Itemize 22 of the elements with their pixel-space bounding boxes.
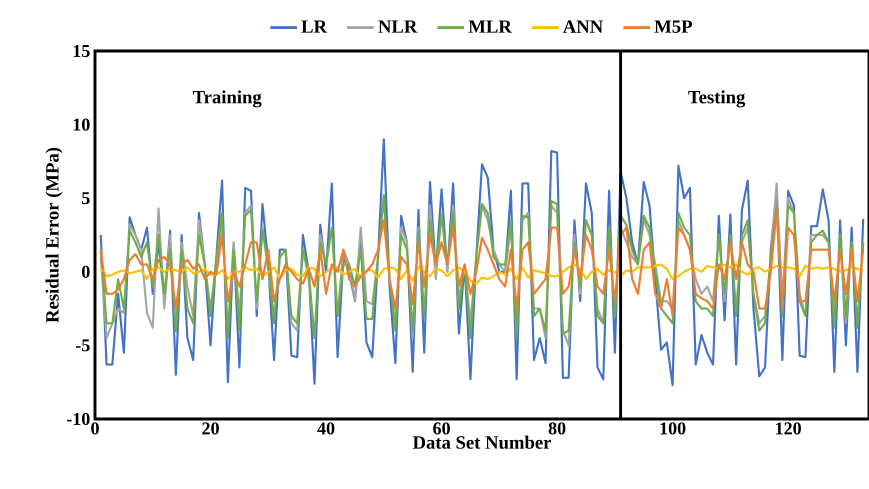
x-tick-label: 40 (317, 422, 334, 434)
x-tick-label: 80 (548, 422, 566, 434)
x-tick-label: 0 (91, 422, 99, 434)
legend-label: ANN (562, 20, 603, 33)
y-tick-label: 0 (82, 266, 90, 278)
y-tick-label: -10 (66, 412, 90, 426)
legend-label: NLR (378, 20, 418, 33)
legend-label: LR (301, 20, 328, 33)
x-tick-label: 20 (202, 422, 219, 434)
y-tick-label: -5 (76, 339, 90, 352)
x-tick-label: 60 (433, 422, 450, 434)
y-tick-label: 5 (82, 192, 90, 204)
legend-label: M5P (654, 20, 692, 33)
annotation: Testing (688, 90, 746, 108)
y-tick-label: 10 (74, 118, 90, 131)
x-tick-label: 100 (660, 422, 686, 434)
annotation: Training (192, 90, 262, 108)
x-tick-label: 120 (776, 422, 801, 434)
y-tick-label: 15 (74, 44, 90, 58)
y-axis-title: Residual Error (MPa) (46, 148, 62, 323)
x-axis-title: Data Set Number (412, 436, 552, 449)
legend-label: MLR (468, 20, 512, 33)
